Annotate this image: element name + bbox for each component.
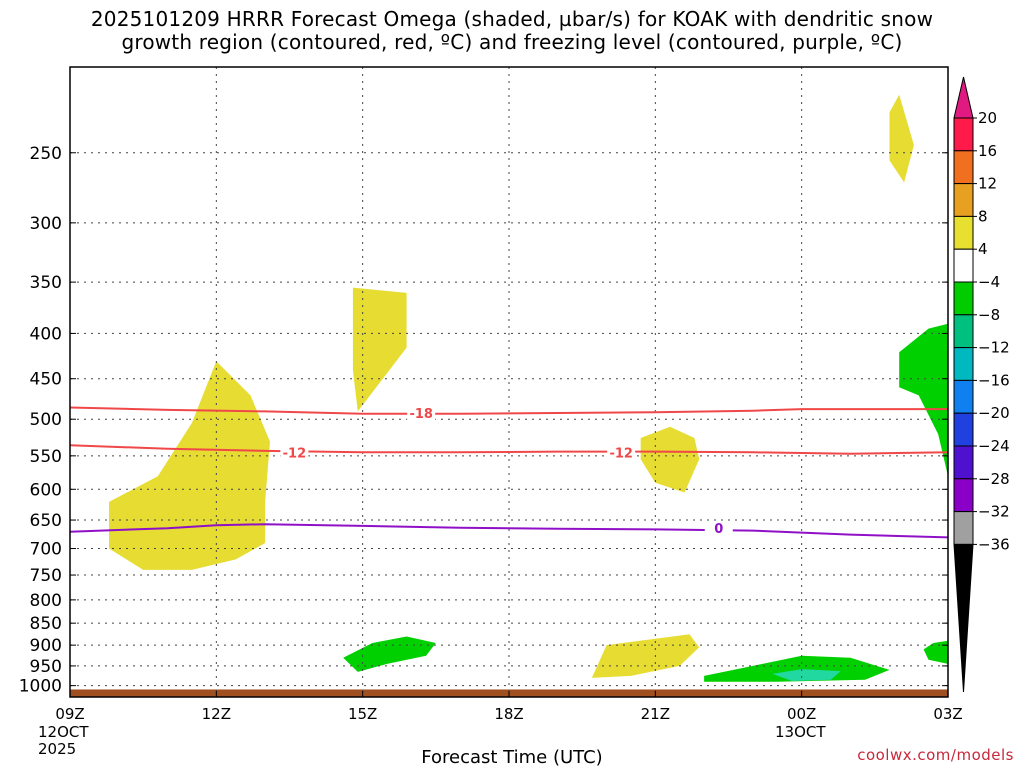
colorbar-label-6: −8: [978, 306, 1000, 324]
colorbar-label-12: −32: [978, 503, 1010, 521]
x-tick-label-21Z: 21Z: [641, 705, 670, 723]
y-tick-label-350: 350: [30, 273, 62, 293]
contour-line-0: [69, 406, 948, 415]
contour-label-2-0: 0: [714, 522, 723, 537]
x-tick-label-18Z: 18Z: [494, 705, 523, 723]
colorbar-segment-6: [953, 314, 974, 349]
contour-line-1: [69, 444, 949, 455]
x-tick-label-15Z: 15Z: [348, 705, 377, 723]
y-tick-label-800: 800: [30, 591, 62, 611]
contour-label-0-0: -18: [409, 407, 433, 422]
x-date-note-next: 13OCT: [775, 724, 826, 741]
colorbar-segment-7: [953, 347, 974, 381]
contour-label-bg-1-1: [607, 445, 636, 460]
colorbar-label-5: −4: [978, 273, 1000, 291]
colorbar-segment-1: [953, 150, 974, 185]
chart-title: 2025101209 HRRR Forecast Omega (shaded, …: [0, 8, 1024, 54]
colorbar-label-10: −24: [978, 437, 1010, 455]
credit-text: coolwx.com/models: [857, 746, 1014, 764]
contour-label-bg-1-0: [280, 445, 309, 460]
colorbar-arrow-top: [953, 76, 974, 119]
colorbar-segment-2: [953, 183, 974, 217]
y-tick-label-750: 750: [30, 566, 62, 586]
colorbar-label-0: 20: [978, 109, 997, 127]
y-tick-label-1000: 1000: [19, 677, 62, 697]
colorbar-label-4: 4: [978, 240, 988, 258]
omega-region-teal-7: [772, 669, 841, 681]
y-tick-label-850: 850: [30, 614, 62, 634]
colorbar-segment-10: [953, 445, 974, 480]
colorbar-arrow-bottom: [953, 543, 974, 693]
omega-region-green-9: [923, 640, 948, 664]
colorbar-label-13: −36: [978, 535, 1010, 553]
chart-title-line1: 2025101209 HRRR Forecast Omega (shaded, …: [90, 7, 934, 31]
y-tick-label-950: 950: [30, 657, 62, 677]
contour-label-bg-0-0: [407, 406, 436, 421]
colorbar-segment-9: [953, 412, 974, 447]
colorbar-segment-5: [953, 281, 974, 316]
colorbar-segment-12: [953, 511, 974, 545]
x-tick-label-03Z: 03Z: [933, 705, 962, 723]
y-tick-label-300: 300: [30, 214, 62, 234]
x-date-note-start: 12OCT 2025: [38, 724, 89, 758]
colorbar-label-3: 8: [978, 207, 988, 225]
omega-region-yellow-1: [352, 287, 407, 412]
y-tick-label-500: 500: [30, 410, 62, 430]
omega-region-green-5: [343, 636, 436, 672]
contour-line-2: [69, 523, 949, 539]
contour-label-1-0: -12: [283, 446, 307, 461]
x-tick-label-09Z: 09Z: [55, 705, 84, 723]
colorbar-segment-11: [953, 478, 974, 513]
y-tick-label-650: 650: [30, 511, 62, 531]
x-tick-label-00Z: 00Z: [787, 705, 816, 723]
colorbar-label-2: 12: [978, 175, 997, 193]
x-axis-label: Forecast Time (UTC): [421, 747, 603, 768]
y-tick-label-450: 450: [30, 370, 62, 390]
omega-region-green-6: [704, 655, 890, 682]
y-tick-label-250: 250: [30, 144, 62, 164]
colorbar-segment-8: [953, 379, 974, 414]
y-tick-label-600: 600: [30, 480, 62, 500]
colorbar-segment-3: [953, 215, 974, 250]
omega-region-green-8: [899, 323, 948, 477]
omega-region-yellow-0: [109, 361, 270, 570]
y-tick-label-550: 550: [30, 447, 62, 467]
colorbar-segment-4: [953, 248, 974, 283]
colorbar-label-8: −16: [978, 371, 1010, 389]
omega-region-yellow-4: [591, 634, 700, 678]
y-tick-label-400: 400: [30, 324, 62, 344]
colorbar-label-9: −20: [978, 404, 1010, 422]
colorbar-label-1: 16: [978, 142, 997, 160]
x-date-note-next-line1: 13OCT: [775, 723, 826, 741]
omega-region-yellow-2: [640, 426, 700, 493]
y-tick-label-700: 700: [30, 540, 62, 560]
x-date-note-start-line2: 2025: [38, 740, 77, 758]
x-date-note-start-line1: 12OCT: [38, 723, 89, 741]
colorbar-segment-0: [953, 117, 974, 152]
x-tick-label-12Z: 12Z: [202, 705, 231, 723]
colorbar-label-7: −12: [978, 339, 1010, 357]
contour-label-1-1: -12: [609, 446, 633, 461]
y-tick-label-900: 900: [30, 636, 62, 656]
contour-label-bg-2-0: [704, 521, 733, 536]
chart-title-line2: growth region (contoured, red, ºC) and f…: [121, 30, 903, 54]
omega-region-yellow-3: [889, 94, 914, 183]
colorbar-label-11: −28: [978, 470, 1010, 488]
